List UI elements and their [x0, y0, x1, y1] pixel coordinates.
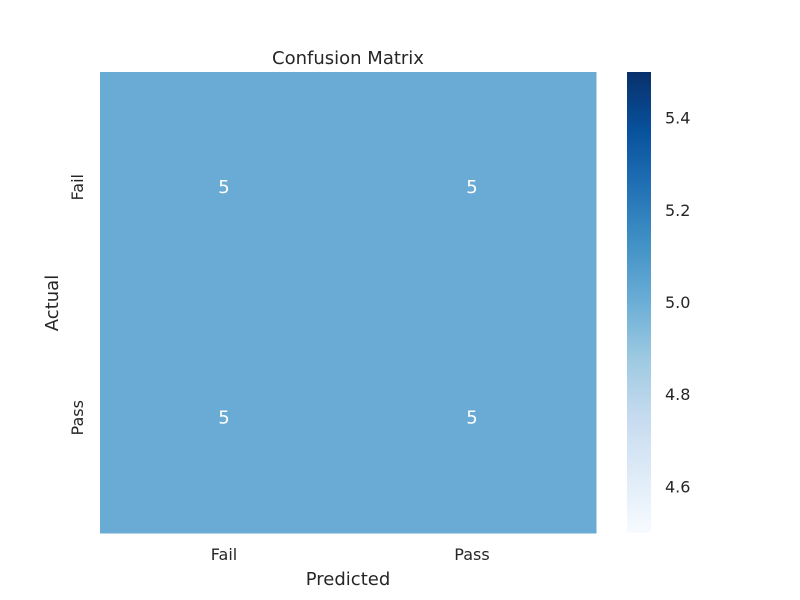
cell-annotation-pass-pass: 5 [466, 407, 477, 428]
cell-annotation-pass-fail: 5 [218, 407, 229, 428]
x-tick-label-pass: Pass [454, 545, 489, 564]
colorbar-tick-label: 5.0 [665, 293, 690, 312]
cell-annotation-fail-pass: 5 [466, 177, 477, 198]
y-tick-label-pass: Pass [68, 400, 87, 435]
x-tick-label-fail: Fail [211, 545, 237, 564]
y-axis-label: Actual [42, 275, 63, 331]
x-tick-labels: Fail Pass [211, 545, 490, 564]
cell-annotation-fail-fail: 5 [218, 177, 229, 198]
x-axis-label: Predicted [306, 569, 391, 590]
heatmap-cell-fail-fail [100, 72, 349, 303]
chart-title: Confusion Matrix [272, 48, 424, 69]
y-tick-labels: Fail Pass [68, 174, 87, 435]
colorbar-ticks: 4.6 4.8 5.0 5.2 5.4 [665, 109, 690, 497]
heatmap-cell-fail-pass [348, 72, 597, 303]
colorbar-tick-label: 4.6 [665, 477, 690, 496]
cell-annotations: 5 5 5 5 [218, 177, 477, 429]
heatmap-cell-pass-pass [348, 302, 597, 534]
colorbar-tick-label: 4.8 [665, 385, 690, 404]
colorbar [627, 72, 651, 533]
heatmap-cells [100, 72, 597, 534]
colorbar-tick-label: 5.2 [665, 201, 690, 220]
y-tick-label-fail: Fail [68, 174, 87, 200]
heatmap-cell-pass-fail [100, 302, 349, 534]
colorbar-tick-label: 5.4 [665, 109, 690, 128]
